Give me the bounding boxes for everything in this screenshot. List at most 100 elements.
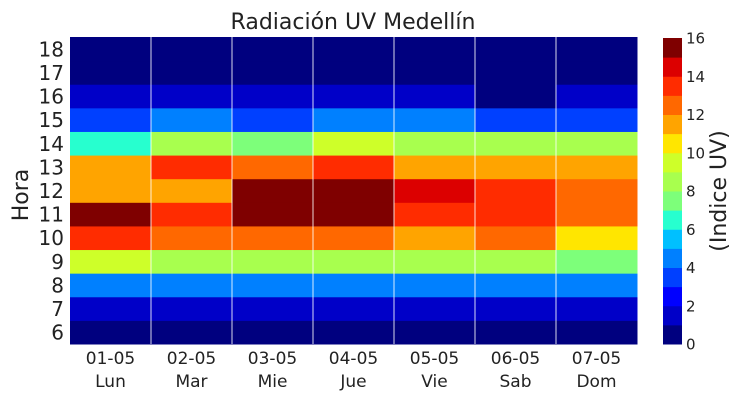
x-tick-date: 07-05 (572, 349, 621, 369)
heatmap-cell (232, 225, 314, 251)
heatmap-cell (232, 249, 314, 274)
heatmap-cell (556, 60, 638, 85)
heatmap-cell (151, 107, 233, 132)
heatmap-cell (475, 37, 557, 62)
heatmap-cell (475, 60, 557, 85)
chart-title: Radiación UV Medellín (231, 10, 476, 35)
heatmap-cell (556, 84, 638, 109)
colorbar-segment (663, 229, 682, 249)
colorbar-tick-label: 12 (686, 106, 705, 124)
heatmap-cell (556, 296, 638, 321)
grid-lines (150, 37, 557, 344)
x-tick-labels: 01-05 Lun 02-05 Mar 03-05 Mie 04-05 Jue 05-05 Vie… (86, 349, 621, 392)
heatmap-cell (556, 155, 638, 180)
heatmap-cell (313, 37, 395, 62)
y-tick-label: 7 (51, 297, 64, 321)
heatmap-cell (70, 37, 152, 62)
heatmap-cell (313, 296, 395, 321)
heatmap-cells (70, 37, 638, 345)
colorbar-segment (663, 286, 682, 307)
colorbar (663, 38, 682, 345)
heatmap-cell (313, 320, 395, 345)
heatmap-cell (151, 37, 233, 62)
heatmap-cell (556, 202, 638, 227)
heatmap-cell (394, 273, 476, 298)
heatmap-cell (70, 296, 152, 321)
heatmap-cell (313, 273, 395, 298)
colorbar-tick-label: 0 (686, 336, 696, 354)
heatmap-cell (70, 107, 152, 132)
heatmap-cell (475, 131, 557, 156)
y-tick-label: 9 (51, 250, 64, 274)
x-tick-day: Vie (421, 372, 447, 392)
y-tick-label: 10 (39, 226, 64, 250)
colorbar-segment (663, 152, 682, 173)
heatmap-cell (232, 320, 314, 345)
heatmap-cell (232, 84, 314, 109)
colorbar-tick-labels: 0 2 4 6 8 10 12 14 16 (686, 30, 705, 354)
colorbar-tick-label: 16 (686, 30, 705, 48)
colorbar-segment (663, 210, 682, 230)
heatmap-cell (394, 202, 476, 227)
heatmap-cell (475, 296, 557, 321)
y-tick-label: 14 (39, 132, 64, 156)
heatmap-cell (151, 155, 233, 180)
colorbar-segment (663, 133, 682, 154)
heatmap-cell (70, 273, 152, 298)
heatmap-cell (475, 225, 557, 251)
colorbar-tick-label: 8 (686, 183, 696, 201)
heatmap-cell (151, 131, 233, 156)
heatmap-cell (232, 60, 314, 85)
heatmap-cell (313, 225, 395, 251)
heatmap-cell (151, 249, 233, 274)
colorbar-tick-label: 4 (686, 259, 696, 277)
heatmap-cell (475, 178, 557, 203)
y-tick-label: 17 (39, 61, 64, 85)
heatmap-cell (556, 273, 638, 298)
heatmap-cell (394, 84, 476, 109)
heatmap-cell (232, 37, 314, 62)
heatmap-cell (151, 178, 233, 203)
heatmap-cell (556, 37, 638, 62)
x-tick-day: Mar (175, 372, 207, 392)
heatmap-cell (394, 37, 476, 62)
colorbar-segment (663, 171, 682, 192)
heatmap-cell (70, 84, 152, 109)
heatmap-cell (70, 60, 152, 85)
x-tick-day: Jue (339, 372, 366, 392)
heatmap-cell (70, 249, 152, 274)
y-tick-label: 6 (51, 321, 64, 345)
y-tick-label: 12 (39, 179, 64, 203)
heatmap-cell (232, 178, 314, 203)
heatmap-cell (394, 225, 476, 251)
x-tick-date: 05-05 (410, 349, 459, 369)
heatmap-cell (70, 320, 152, 345)
y-tick-label: 16 (39, 85, 64, 109)
heatmap-cell (151, 84, 233, 109)
heatmap-cell (475, 320, 557, 345)
heatmap-cell (70, 155, 152, 180)
x-tick-day: Dom (576, 372, 616, 392)
colorbar-tick-label: 14 (686, 68, 705, 86)
heatmap-cell (394, 296, 476, 321)
heatmap-cell (394, 131, 476, 156)
heatmap-cell (394, 155, 476, 180)
heatmap-cell (232, 131, 314, 156)
heatmap-cell (151, 225, 233, 251)
colorbar-segment (663, 248, 682, 268)
heatmap-cell (151, 202, 233, 227)
colorbar-tick-label: 6 (686, 221, 696, 239)
x-tick-date: 01-05 (86, 349, 135, 369)
heatmap-cell (475, 202, 557, 227)
colorbar-tick-label: 10 (686, 144, 705, 162)
heatmap-cell (70, 131, 152, 156)
y-tick-label: 15 (39, 108, 64, 132)
heatmap-cell (313, 178, 395, 203)
y-tick-label: 8 (51, 273, 64, 297)
heatmap-cell (70, 225, 152, 251)
heatmap-cell (232, 296, 314, 321)
heatmap-cell (313, 107, 395, 132)
y-axis-label: Hora (9, 169, 34, 222)
heatmap-cell (232, 107, 314, 132)
heatmap-cell (556, 107, 638, 132)
